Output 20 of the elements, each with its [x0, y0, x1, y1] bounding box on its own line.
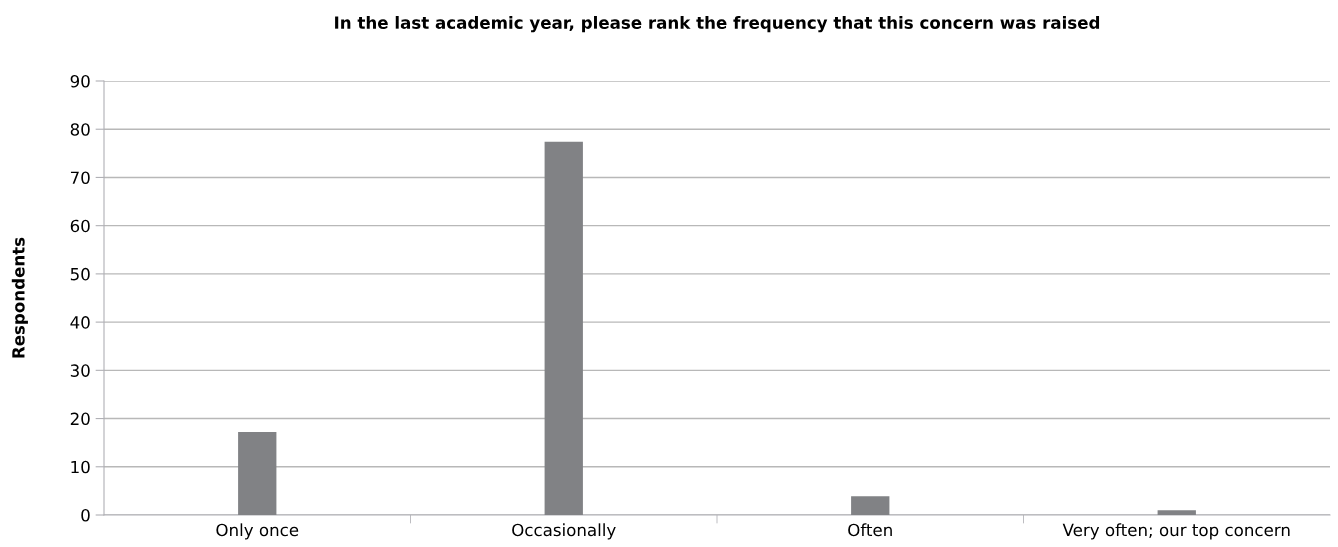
y-tick-label: 30	[70, 364, 90, 377]
y-tick-label: 40	[70, 316, 90, 329]
x-tick-label: Very often; our top concern	[1062, 523, 1290, 540]
y-tick-label: 10	[71, 460, 90, 474]
y-axis-title: Respondents	[11, 237, 28, 358]
y-tick-label: 20	[70, 412, 90, 426]
x-tick-label: Often	[848, 523, 892, 537]
chart-title: In the last academic year, please rank the frequency that this concern was raised	[335, 16, 1100, 33]
x-tick-label: Occasionally	[512, 523, 616, 540]
y-tick-label: 50	[70, 267, 90, 281]
bar	[238, 432, 277, 515]
y-tick-label: 80	[70, 123, 90, 136]
y-tick-label: 60	[70, 219, 90, 233]
y-tick-label: 0	[81, 508, 90, 522]
y-tick-label: 70	[70, 171, 90, 185]
bar	[544, 141, 583, 515]
x-tick-label: Only once	[216, 523, 299, 540]
y-tick-label: 90	[70, 74, 90, 88]
bar	[851, 496, 890, 515]
bar	[1157, 510, 1196, 515]
